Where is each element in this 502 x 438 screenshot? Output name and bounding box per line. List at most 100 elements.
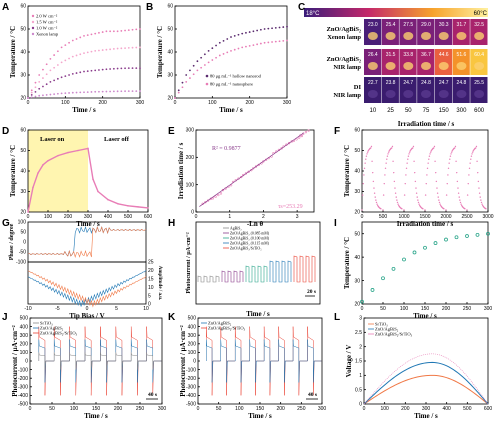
x-tick-label: 300 [84, 214, 93, 220]
data-point [109, 48, 112, 51]
heatmap-cell [399, 19, 417, 45]
y-tick-label: 0 [23, 240, 26, 246]
r-squared-label: R² = 0.9877 [212, 146, 241, 152]
data-point [75, 54, 78, 57]
data-point [382, 209, 384, 211]
legend-marker [205, 74, 209, 78]
data-point [375, 199, 377, 201]
data-point [245, 45, 247, 48]
data-point [479, 196, 481, 198]
data-point [60, 61, 63, 64]
data-point [384, 174, 386, 176]
data-point [42, 85, 44, 88]
data-point [241, 32, 244, 35]
heatmap-cell [470, 49, 488, 75]
data-point [98, 69, 100, 71]
data-point [109, 30, 112, 33]
data-point [386, 158, 388, 160]
x-axis-label: Time / s [414, 412, 438, 420]
data-point [60, 76, 63, 79]
heatmap-cell [452, 77, 470, 103]
axes-frame [195, 221, 321, 305]
heatmap-value: 51.6 [457, 52, 467, 58]
data-point [237, 33, 240, 36]
heatmap-spot [367, 32, 378, 40]
data-point [280, 147, 283, 150]
legend-label: ZnO/AgBiS₂/SrTiO₃ [230, 247, 262, 251]
data-point [375, 201, 378, 204]
data-point [365, 158, 367, 160]
data-point [105, 90, 108, 93]
y-axis-label: Phase / degree [9, 223, 15, 260]
heatmap-spot [385, 62, 396, 70]
data-point [454, 145, 457, 148]
data-point [86, 34, 89, 37]
data-point [30, 94, 33, 96]
data-point [478, 187, 480, 189]
y-tick-label: 20 [167, 96, 173, 102]
data-point [68, 57, 70, 60]
x-axis-label: Time / s [248, 412, 272, 420]
data-point [112, 30, 115, 33]
data-point [254, 165, 258, 168]
panel-a: 0 100 200 300 20 30 40 50 60 Time / s Temperature … [9, 4, 144, 114]
y-tick-label: 60 [20, 128, 26, 134]
x-tick-label: 0 [361, 214, 364, 220]
data-point [135, 67, 138, 69]
amplitude-curve [27, 270, 147, 307]
y-tick-label: 500 [188, 316, 197, 322]
data-point [412, 250, 417, 255]
data-point [413, 160, 415, 162]
data-point [460, 203, 462, 205]
data-point [370, 147, 372, 149]
row-label: ZnO/AgBiS₂ [327, 26, 362, 33]
heatmap-spot [474, 90, 485, 98]
y-tick-label: -300 [186, 385, 196, 391]
data-point [383, 182, 385, 185]
data-point [259, 28, 262, 31]
heatmap-value: 44.6 [439, 52, 449, 58]
x-tick-label: 0 [174, 100, 177, 106]
data-point [30, 96, 33, 99]
data-point [83, 91, 85, 94]
data-point [237, 47, 240, 50]
data-point [49, 69, 52, 72]
data-point [278, 40, 281, 43]
data-point [77, 149, 79, 152]
heatmap-value: 31.7 [457, 22, 467, 28]
data-point [362, 182, 364, 185]
y-tick-label: 50 [20, 148, 26, 154]
data-point [218, 54, 221, 57]
x-tick-label: -5 [55, 306, 60, 312]
amplitude-curve [27, 270, 147, 308]
data-point [307, 129, 310, 132]
x-tick-label: 2 [262, 214, 265, 220]
data-point [384, 167, 387, 169]
y-tick-label: 3 [359, 316, 362, 322]
data-point [391, 145, 394, 148]
data-point [286, 25, 288, 28]
data-point [45, 83, 48, 86]
heatmap-spot [421, 62, 431, 70]
y-tick-label: 40 [20, 50, 26, 56]
heatmap-cell [417, 77, 435, 103]
data-point [53, 66, 56, 69]
y-tick-label: 60 [354, 128, 360, 134]
panel-label-K: K [168, 312, 176, 323]
heatmap-cell [470, 77, 488, 103]
x-tick-label: 200 [98, 100, 107, 106]
heatmap-value: 32.5 [474, 22, 484, 28]
panel-label-F: F [334, 126, 340, 137]
x-tick-label: 400 [442, 406, 451, 412]
row-label: ZnO/AgBiS₂ [327, 56, 362, 63]
photocurrent-trace [269, 260, 292, 283]
legend-label: ZnO/AgBiS₂ [375, 327, 399, 332]
data-point [215, 56, 217, 59]
data-point [267, 41, 270, 44]
data-point [405, 174, 407, 176]
heatmap-spot [456, 32, 467, 40]
data-point [120, 30, 123, 32]
x-tick-label: 200 [245, 100, 254, 106]
